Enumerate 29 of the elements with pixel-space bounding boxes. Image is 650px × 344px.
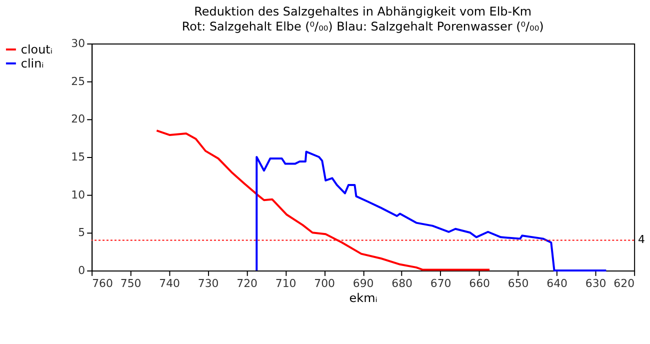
x-axis-title: ekmᵢ (349, 290, 378, 305)
x-tick-label: 660 (469, 276, 490, 290)
chart-title: Reduktion des Salzgehaltes in Abhängigkeit vom Elb-Km (194, 4, 532, 19)
x-tick-label: 720 (236, 276, 258, 290)
x-tick-label: 750 (120, 276, 142, 290)
y-tick-label: 15 (71, 150, 86, 164)
line-series (256, 150, 608, 272)
x-tick-label: 730 (198, 276, 219, 290)
x-tick-label: 620 (614, 276, 635, 290)
ref-line-label: 4 (638, 233, 646, 246)
x-tick-label: 710 (275, 276, 296, 290)
x-tick-label: 670 (430, 276, 452, 290)
x-tick-label: 640 (546, 276, 568, 290)
x-tick-label: 740 (159, 276, 180, 290)
y-tick-label: 0 (78, 264, 86, 277)
x-tick-label: 700 (314, 276, 336, 290)
x-tick-label: 690 (352, 276, 374, 290)
x-tick-label: 760 (92, 276, 113, 290)
x-tick-label: 680 (392, 276, 413, 290)
x-tick-label: 630 (585, 276, 606, 290)
y-tick-label: 5 (78, 226, 86, 240)
y-tick-label: 25 (71, 74, 86, 88)
y-tick-label: 30 (71, 36, 86, 50)
legend-label: cloutᵢ (20, 42, 52, 56)
x-tick-label: 650 (508, 276, 529, 290)
legend-label: clinᵢ (20, 56, 44, 70)
chart-subtitle: Rot: Salzgehalt Elbe (⁰/₀₀) Blau: Salzgehalt Porenwasser (⁰/₀₀) (182, 20, 544, 34)
y-tick-label: 10 (71, 188, 86, 202)
y-tick-label: 20 (71, 112, 86, 126)
